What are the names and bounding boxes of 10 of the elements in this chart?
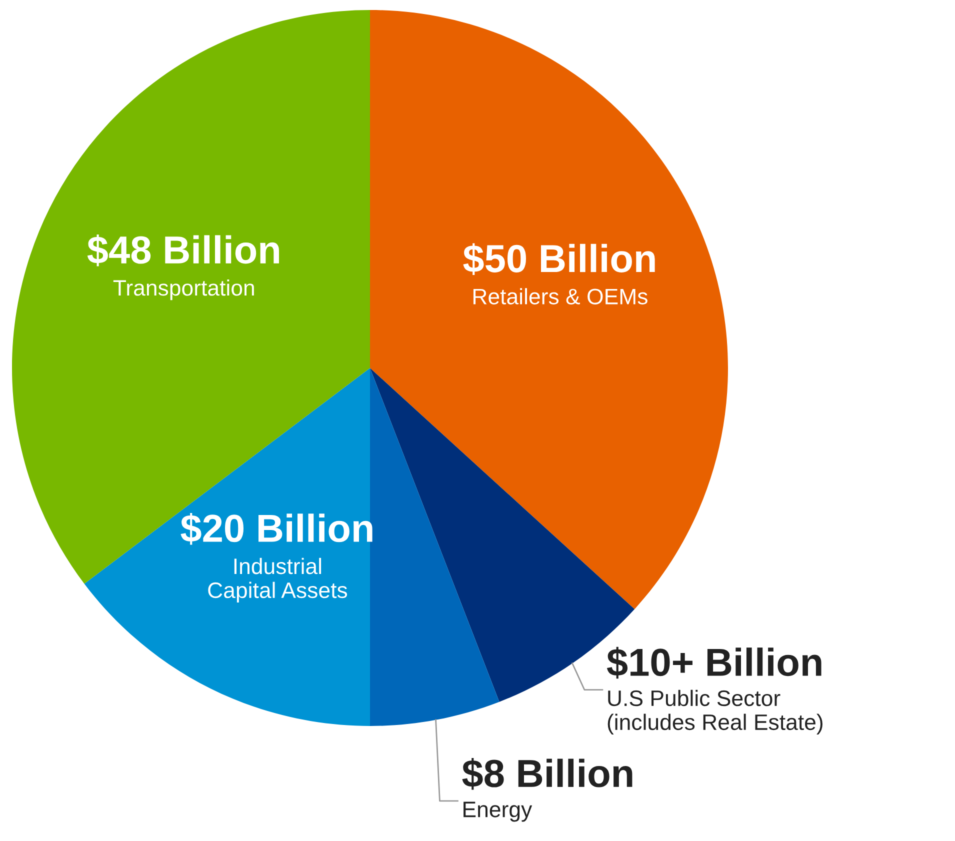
slice-label: Industrial Capital Assets xyxy=(208,558,348,603)
data-label: $50 Billion xyxy=(463,243,655,275)
slice-label: Transportation xyxy=(113,279,254,300)
slice-label: Energy xyxy=(464,802,532,822)
data-label: $8 Billion xyxy=(462,758,632,790)
data-label: $48 Billion xyxy=(87,234,279,266)
data-label: $10+ Billion xyxy=(606,646,822,679)
slice-label: U.S Public Sector (includes Real Estate) xyxy=(608,690,822,734)
slice-label: Retailers & OEMs xyxy=(473,288,648,304)
data-label: $20 Billion xyxy=(180,512,372,545)
